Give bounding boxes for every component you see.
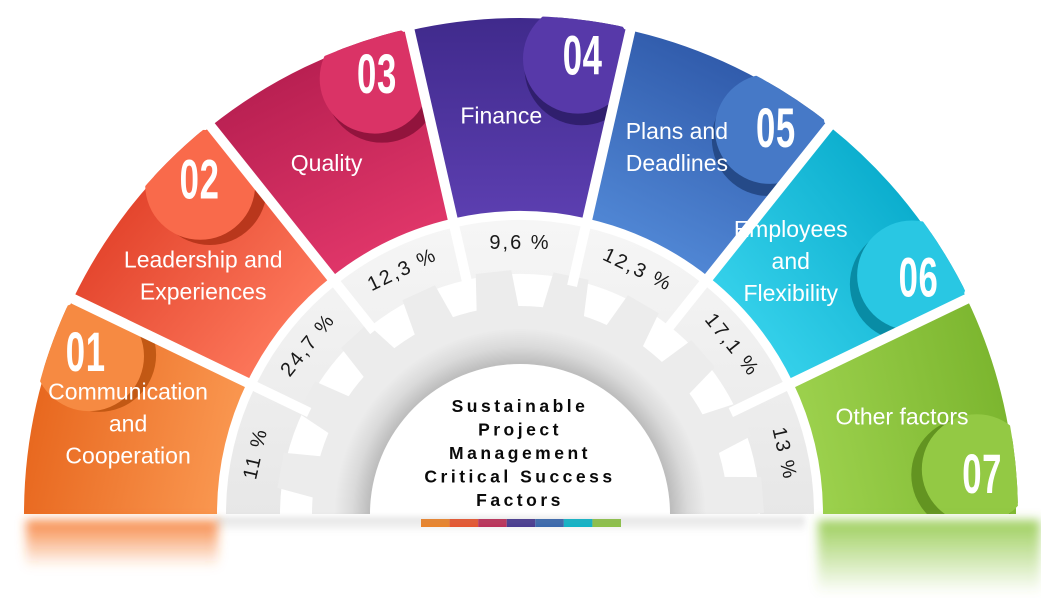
badge-circle <box>145 129 256 240</box>
gear-tooth <box>698 403 752 455</box>
svg-text:Project: Project <box>478 420 562 440</box>
segment-wedge <box>73 126 332 383</box>
badge-number: 01 <box>66 320 106 383</box>
reflection-green <box>818 520 1040 594</box>
svg-text:04: 04 <box>563 24 603 87</box>
svg-text:06: 06 <box>899 246 939 309</box>
svg-text:03: 03 <box>357 42 397 105</box>
percent-ring-section <box>454 219 586 281</box>
percent-ring-section <box>226 386 304 514</box>
segment-separators <box>60 17 980 417</box>
gear-tooth <box>475 270 520 315</box>
segment-03: 03 Quality <box>210 28 453 278</box>
svg-text:05: 05 <box>756 97 796 160</box>
svg-text:01: 01 <box>66 320 106 383</box>
badge-circle <box>34 301 144 412</box>
badge-circle <box>319 28 430 134</box>
svg-text:Management: Management <box>449 443 591 463</box>
badge-number: 07 <box>962 442 1002 505</box>
badge-number: 05 <box>756 97 796 160</box>
segment-label: Leadership and Experiences <box>124 246 283 304</box>
number-badge <box>522 16 631 126</box>
gear-tooth <box>658 340 715 397</box>
segment-label: Other factors <box>836 404 969 430</box>
badge-circle <box>522 16 631 114</box>
svg-text:Critical Success: Critical Success <box>424 467 615 487</box>
badge-circle <box>857 220 968 331</box>
segment-label: Communication and Cooperation <box>48 379 208 469</box>
segment-label: Quality <box>291 150 363 176</box>
percent-ring-section <box>669 284 785 410</box>
center-title: Sustainable Project Management Critical Suc… <box>424 396 615 510</box>
number-badge <box>911 414 1018 514</box>
percent-ring-section <box>573 227 704 327</box>
percent-ring-section <box>736 386 814 514</box>
gear-tooth <box>341 323 398 381</box>
reflection-orange <box>26 520 218 568</box>
badge-number: 06 <box>899 246 939 309</box>
segment-07: 07 Other factors <box>792 298 1018 514</box>
svg-text:Factors: Factors <box>476 490 564 510</box>
svg-text:Sustainable: Sustainable <box>452 396 589 416</box>
percent-ring-section <box>336 227 467 327</box>
percent-ring <box>226 219 814 514</box>
gear-tooth <box>604 295 659 350</box>
badge-circle <box>921 414 1018 514</box>
svg-text:02: 02 <box>180 148 220 211</box>
badge-circle <box>714 73 825 184</box>
gear-tooth <box>277 452 325 499</box>
segment-label: Finance <box>460 102 542 128</box>
gear-tooth <box>720 476 764 520</box>
gear-tooth <box>297 381 353 436</box>
percent-label: 9,6 % <box>489 232 550 254</box>
segment-label: Plans and Deadlines <box>626 118 728 176</box>
svg-text:07: 07 <box>962 442 1002 505</box>
gear-tooth <box>402 285 455 339</box>
number-badge <box>319 28 440 143</box>
segment-04: 04 Finance <box>409 16 631 219</box>
percent-ring-section <box>255 284 371 410</box>
badge-number: 02 <box>180 148 220 211</box>
reflections <box>26 517 1040 594</box>
badge-number: 03 <box>357 42 397 105</box>
badge-number: 04 <box>563 24 603 87</box>
